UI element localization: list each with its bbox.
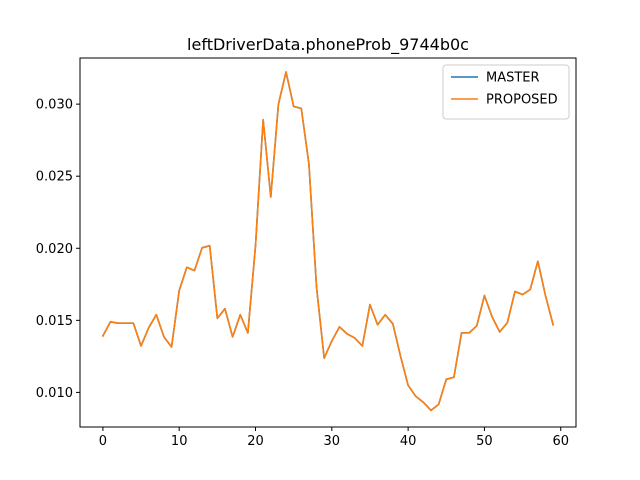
- x-tick-label: 20: [247, 434, 264, 449]
- y-tick-label: 0.010: [36, 386, 73, 401]
- legend-box: [442, 64, 570, 120]
- plot-area-frame: [79, 57, 577, 428]
- y-tick-label: 0.030: [36, 98, 73, 113]
- x-tick-label: 60: [552, 434, 569, 449]
- y-tick-label: 0.020: [36, 242, 73, 257]
- x-tick-label: 30: [324, 434, 341, 449]
- y-tick-label: 0.025: [36, 170, 73, 185]
- chart-title: leftDriverData.phoneProb_9744b0c: [187, 35, 469, 55]
- legend-label: MASTER: [486, 71, 540, 86]
- x-tick-label: 10: [171, 434, 188, 449]
- y-axis: 0.010 0.015 0.020 0.025 0.030: [36, 98, 80, 401]
- x-axis: 0 10 20 30 40 50 60: [99, 427, 569, 449]
- x-tick-label: 0: [99, 434, 107, 449]
- series-line-proposed: [101, 71, 555, 412]
- x-tick-label: 40: [400, 434, 417, 449]
- x-tick-label: 50: [476, 434, 493, 449]
- legend: MASTER PROPOSED: [442, 64, 570, 120]
- series-layer: [101, 71, 555, 412]
- legend-label: PROPOSED: [486, 93, 558, 108]
- y-tick-label: 0.015: [36, 314, 73, 329]
